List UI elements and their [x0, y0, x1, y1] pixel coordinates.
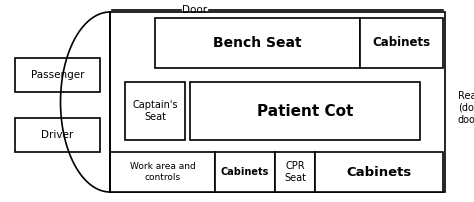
Text: Cabinets: Cabinets [346, 165, 411, 179]
Bar [215, 152, 275, 192]
Bar [15, 58, 100, 92]
Text: Door: Door [182, 5, 208, 15]
Text: Cabinets: Cabinets [373, 37, 430, 49]
Text: Rear
(double)
door: Rear (double) door [458, 91, 474, 125]
Text: CPR
Seat: CPR Seat [284, 161, 306, 183]
Bar [360, 18, 443, 68]
Bar [190, 82, 420, 140]
Text: Driver: Driver [41, 130, 73, 140]
Bar [315, 152, 443, 192]
Bar [275, 152, 315, 192]
Text: Captain's
Seat: Captain's Seat [132, 100, 178, 122]
Bar [125, 82, 185, 140]
Bar [110, 152, 215, 192]
Text: Patient Cot: Patient Cot [257, 103, 353, 119]
Text: Passenger: Passenger [31, 70, 84, 80]
Text: Cabinets: Cabinets [221, 167, 269, 177]
Bar [155, 18, 360, 68]
Bar [110, 12, 445, 192]
Text: Work area and
controls: Work area and controls [129, 162, 195, 182]
Bar [15, 118, 100, 152]
Text: Bench Seat: Bench Seat [213, 36, 302, 50]
